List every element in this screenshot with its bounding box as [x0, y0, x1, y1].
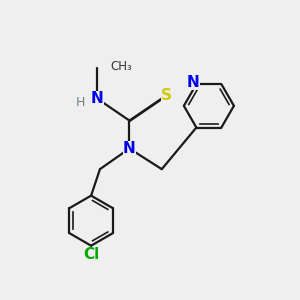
Text: Cl: Cl	[83, 247, 99, 262]
Text: CH₃: CH₃	[110, 60, 132, 73]
Text: N: N	[91, 91, 103, 106]
Text: H: H	[76, 96, 86, 110]
Text: S: S	[161, 88, 172, 103]
Text: N: N	[123, 141, 136, 156]
Text: N: N	[187, 75, 200, 90]
